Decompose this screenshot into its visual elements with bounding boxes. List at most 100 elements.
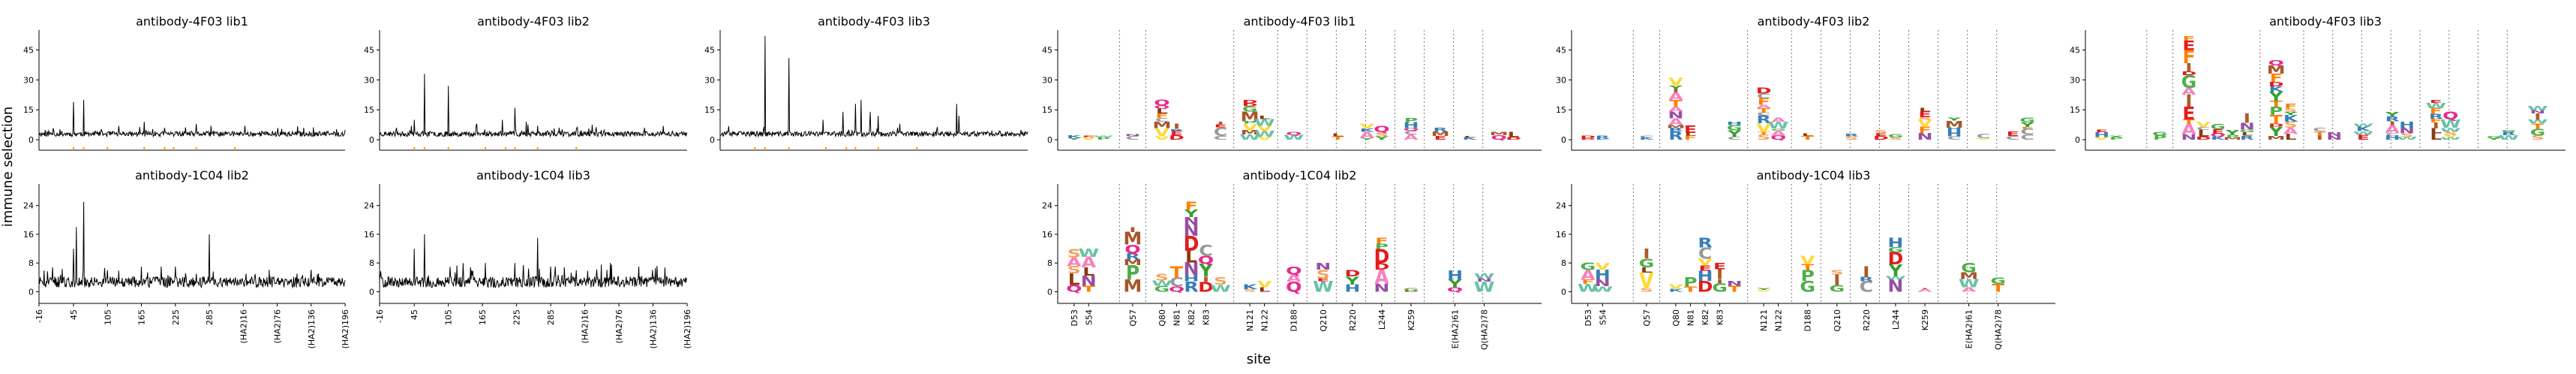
site-label: R220 [1348, 309, 1358, 331]
logo-letter: G [1154, 284, 1170, 294]
logo-letter: G [1639, 255, 1655, 270]
logo-letter: L [1185, 248, 1197, 267]
logo-letter: W [2440, 117, 2461, 131]
logo-letter: K [1462, 137, 1478, 140]
y-tick-label: 15 [1042, 105, 1052, 115]
logo-letter: N [2181, 134, 2197, 141]
logo-letter: I [2433, 121, 2439, 131]
logo-stack: TG [1990, 276, 2006, 294]
logo-letter: W [2353, 131, 2373, 136]
logo-letter: Y [1184, 208, 1199, 220]
logo-letter: K [1639, 137, 1655, 141]
logo-letter: E [2211, 128, 2224, 135]
logo-letter: H [1595, 268, 1611, 283]
logo-letter: N [2530, 110, 2546, 115]
logo-stack: WS [1210, 275, 1231, 294]
logo-letter: Y [1359, 137, 1375, 140]
y-tick-label: 0 [1561, 287, 1566, 297]
logo-letter: S [1757, 133, 1770, 141]
logo-letter: W [1959, 277, 1980, 290]
logo-letter: S [1375, 131, 1389, 137]
logo-letter: T [2270, 100, 2283, 109]
site-label: Q(HA2)78 [1994, 309, 2004, 350]
logo-stack: EMR [1431, 127, 1450, 141]
logo-letter: A [1756, 104, 1772, 110]
logo-letter: A [1668, 106, 1683, 113]
x-tick-label: 105 [444, 309, 454, 325]
logo-letter: Y [2019, 122, 2034, 128]
logo-letter: R [1756, 113, 1771, 126]
logo-letter: E [1698, 264, 1711, 273]
logo-letter: R [2240, 135, 2254, 142]
logo-letter: M [1152, 120, 1171, 130]
logo-letter: K [2283, 113, 2298, 124]
logo-letter: T [1170, 264, 1184, 282]
logo-letter: A [1668, 116, 1683, 127]
logo-letter: I [1643, 246, 1650, 261]
x-tick-label: (HA2)16 [581, 309, 590, 343]
logo-letter: F [2430, 107, 2442, 116]
panel-title: antibody-4F03 lib3 [818, 14, 930, 29]
x-tick-label: 285 [205, 309, 215, 325]
logo-letter: V [1698, 257, 1713, 267]
logo-letter: L [2430, 131, 2442, 142]
logo-letter: L [1641, 266, 1653, 275]
logo-letter: H [1447, 268, 1463, 283]
y-tick-label: 24 [1556, 201, 1566, 211]
logo-stack: HYD [1344, 269, 1360, 294]
logo-letter: N [1727, 280, 1743, 288]
x-tick-label: -16 [375, 309, 385, 323]
y-tick-label: 0 [29, 287, 34, 297]
logo-letter: W [1254, 118, 1275, 128]
site-label: N122 [1774, 309, 1784, 331]
logo-letter: T [1758, 131, 1771, 135]
site-label: N121 [1245, 309, 1255, 331]
y-tick-label: 30 [1042, 75, 1052, 85]
y-tick-label: 45 [704, 46, 715, 56]
logo-letter: D [1242, 99, 1258, 104]
logo-stack: SG [1888, 133, 1904, 140]
logo-letter: W [2397, 136, 2418, 140]
logo-letter: I [2316, 135, 2323, 142]
logo-letter: G [1712, 281, 1728, 294]
site-label: S54 [1084, 309, 1094, 325]
panel-title: antibody-4F03 lib1 [1244, 14, 1356, 29]
logo-letter: M [1431, 131, 1450, 137]
series-line [379, 234, 688, 288]
logo-letter: E [1918, 110, 1931, 119]
logo-letter: H [1727, 121, 1743, 126]
logo-letter: F [2021, 126, 2034, 129]
logo-letter: Q [1124, 242, 1140, 256]
logo-letter: M [1490, 131, 1509, 136]
logo-letter: P [2226, 134, 2239, 138]
logo-letter: D [1242, 103, 1258, 107]
logo-letter: H [2094, 131, 2109, 138]
logo-letter: L [1464, 135, 1476, 137]
y-tick-label: 0 [369, 135, 374, 145]
logo-letter: A [2181, 86, 2196, 97]
logo-letter: V [1668, 284, 1683, 291]
x-tick-label: 45 [410, 309, 419, 320]
logo-letter: V [1257, 125, 1272, 133]
panel-title: antibody-4F03 lib1 [136, 14, 248, 29]
logo-letter: Y [1727, 128, 1743, 139]
logo-letter: E [1082, 135, 1095, 137]
y-tick-label: 0 [1047, 135, 1052, 145]
logo-letter: S [2400, 132, 2414, 138]
logo-letter: E [1875, 133, 1887, 137]
series-line [38, 201, 346, 289]
panel-line_4F03_lib3: antibody-4F03 lib3 0 15 30 45 [704, 14, 1028, 151]
logo-letter: N [1315, 261, 1331, 272]
logo-letter: P [1375, 243, 1389, 251]
site-label: L244 [1377, 309, 1387, 330]
logo-letter: C [2020, 133, 2034, 141]
logo-letter: W [2440, 127, 2460, 133]
logo-letter: F [2182, 46, 2195, 68]
logo-letter: S [1067, 246, 1081, 261]
